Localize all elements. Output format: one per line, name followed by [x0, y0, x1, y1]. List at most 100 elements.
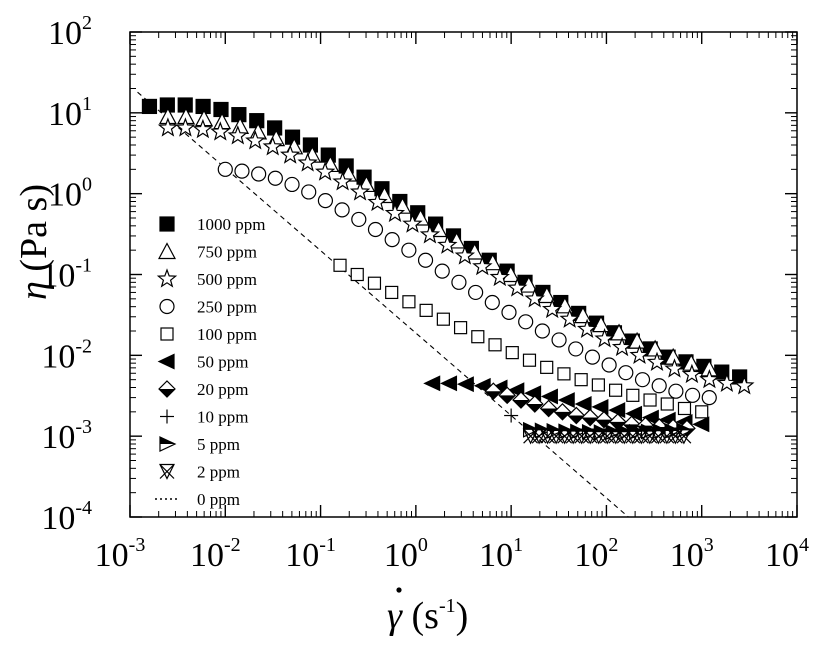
data-point: [591, 398, 609, 415]
data-point: [692, 416, 710, 433]
data-point: [699, 368, 720, 389]
data-point: [437, 234, 458, 254]
data-point: [534, 323, 550, 339]
x-tick-label: 100: [384, 534, 428, 574]
data-point: [385, 285, 399, 300]
data-point: [251, 166, 267, 182]
data-point: [317, 193, 334, 209]
data-point: [284, 176, 300, 193]
legend-label: 20 ppm: [197, 380, 248, 399]
axis-ticks: [129, 31, 798, 518]
data-point: [641, 409, 659, 426]
data-point: [505, 346, 519, 360]
data-point: [468, 284, 484, 301]
data-markers: [141, 97, 755, 445]
data-point: [488, 338, 502, 352]
legend-label: 500 ppm: [197, 270, 257, 289]
x-axis-title: γ (s-1): [387, 587, 468, 637]
data-point: [519, 275, 538, 293]
data-point: [262, 136, 283, 156]
legend-item: 2 ppm: [159, 463, 240, 482]
data-point: [501, 304, 517, 320]
y-tick-labels: 10-4 10-3 10-2 10-1 100 101 102: [41, 12, 92, 537]
data-point: [568, 341, 584, 357]
data-point: [456, 376, 474, 393]
data-point: [610, 323, 629, 341]
data-point: [401, 242, 417, 258]
y-tick-label: 10-4: [41, 497, 92, 537]
data-point: [634, 372, 651, 388]
data-point: [574, 373, 588, 387]
data-point: [608, 402, 626, 419]
data-point: [524, 385, 542, 402]
legend-item: 10 ppm: [160, 408, 248, 427]
x-tick-label: 103: [670, 534, 714, 574]
data-point: [573, 306, 592, 324]
x-tick-label: 10-2: [190, 534, 241, 574]
legend-label: 50 ppm: [197, 353, 248, 372]
data-point: [626, 388, 640, 402]
data-point: [512, 391, 530, 409]
legend-marker: [158, 242, 176, 260]
legend-label: 1000 ppm: [197, 215, 265, 234]
data-point: [540, 360, 554, 374]
data-point: [618, 365, 634, 381]
legend-item: 500 ppm: [156, 268, 257, 289]
data-point: [297, 152, 318, 172]
data-point: [141, 98, 158, 115]
data-point: [267, 170, 283, 186]
y-tick-label: 10-1: [41, 255, 92, 295]
reference-line-layer: [137, 91, 629, 518]
data-point: [594, 328, 615, 348]
data-point: [245, 130, 266, 150]
legend-marker: [160, 327, 174, 341]
data-point: [559, 308, 580, 328]
series-0ppm-line: [137, 91, 629, 518]
data-point: [664, 358, 685, 378]
data-point: [557, 392, 575, 408]
y-tick-label: 10-3: [41, 416, 92, 456]
data-point: [393, 196, 412, 214]
data-point: [591, 378, 605, 392]
data-point: [351, 211, 367, 228]
legend-marker: [156, 268, 178, 288]
legend-label: 100 ppm: [197, 325, 257, 344]
legend-marker: [159, 216, 175, 232]
data-point: [417, 252, 434, 268]
data-point: [591, 315, 610, 333]
x-tick-label: 101: [479, 534, 523, 574]
data-point: [314, 161, 336, 181]
x-tick-label: 102: [574, 534, 618, 574]
data-point: [574, 396, 592, 412]
data-point: [701, 389, 717, 406]
legend-marker: [157, 353, 175, 370]
legend-marker: [160, 409, 174, 424]
legend-label: 0 ppm: [197, 490, 240, 509]
data-point: [651, 378, 667, 394]
data-point: [584, 349, 601, 365]
y-tick-label: 102: [48, 12, 92, 52]
legend-marker: [159, 463, 175, 480]
data-point: [454, 245, 476, 265]
legend-label: 5 ppm: [197, 435, 240, 454]
data-point: [384, 232, 400, 248]
data-point: [646, 351, 668, 371]
data-point: [384, 202, 406, 223]
x-axis-title-dot: [396, 587, 402, 593]
data-point: [484, 294, 500, 311]
data-point: [567, 406, 586, 425]
data-point: [471, 330, 485, 344]
data-point: [175, 117, 196, 137]
data-point: [349, 181, 371, 201]
data-point: [539, 399, 558, 418]
data-point: [716, 372, 738, 392]
legend-marker: [159, 298, 175, 315]
data-point: [522, 353, 537, 367]
legend-label: 250 ppm: [197, 298, 257, 317]
legend-marker: [159, 436, 177, 452]
data-point: [436, 312, 450, 326]
data-point: [440, 375, 458, 392]
plot-frame: [129, 31, 798, 518]
data-point: [334, 202, 350, 218]
